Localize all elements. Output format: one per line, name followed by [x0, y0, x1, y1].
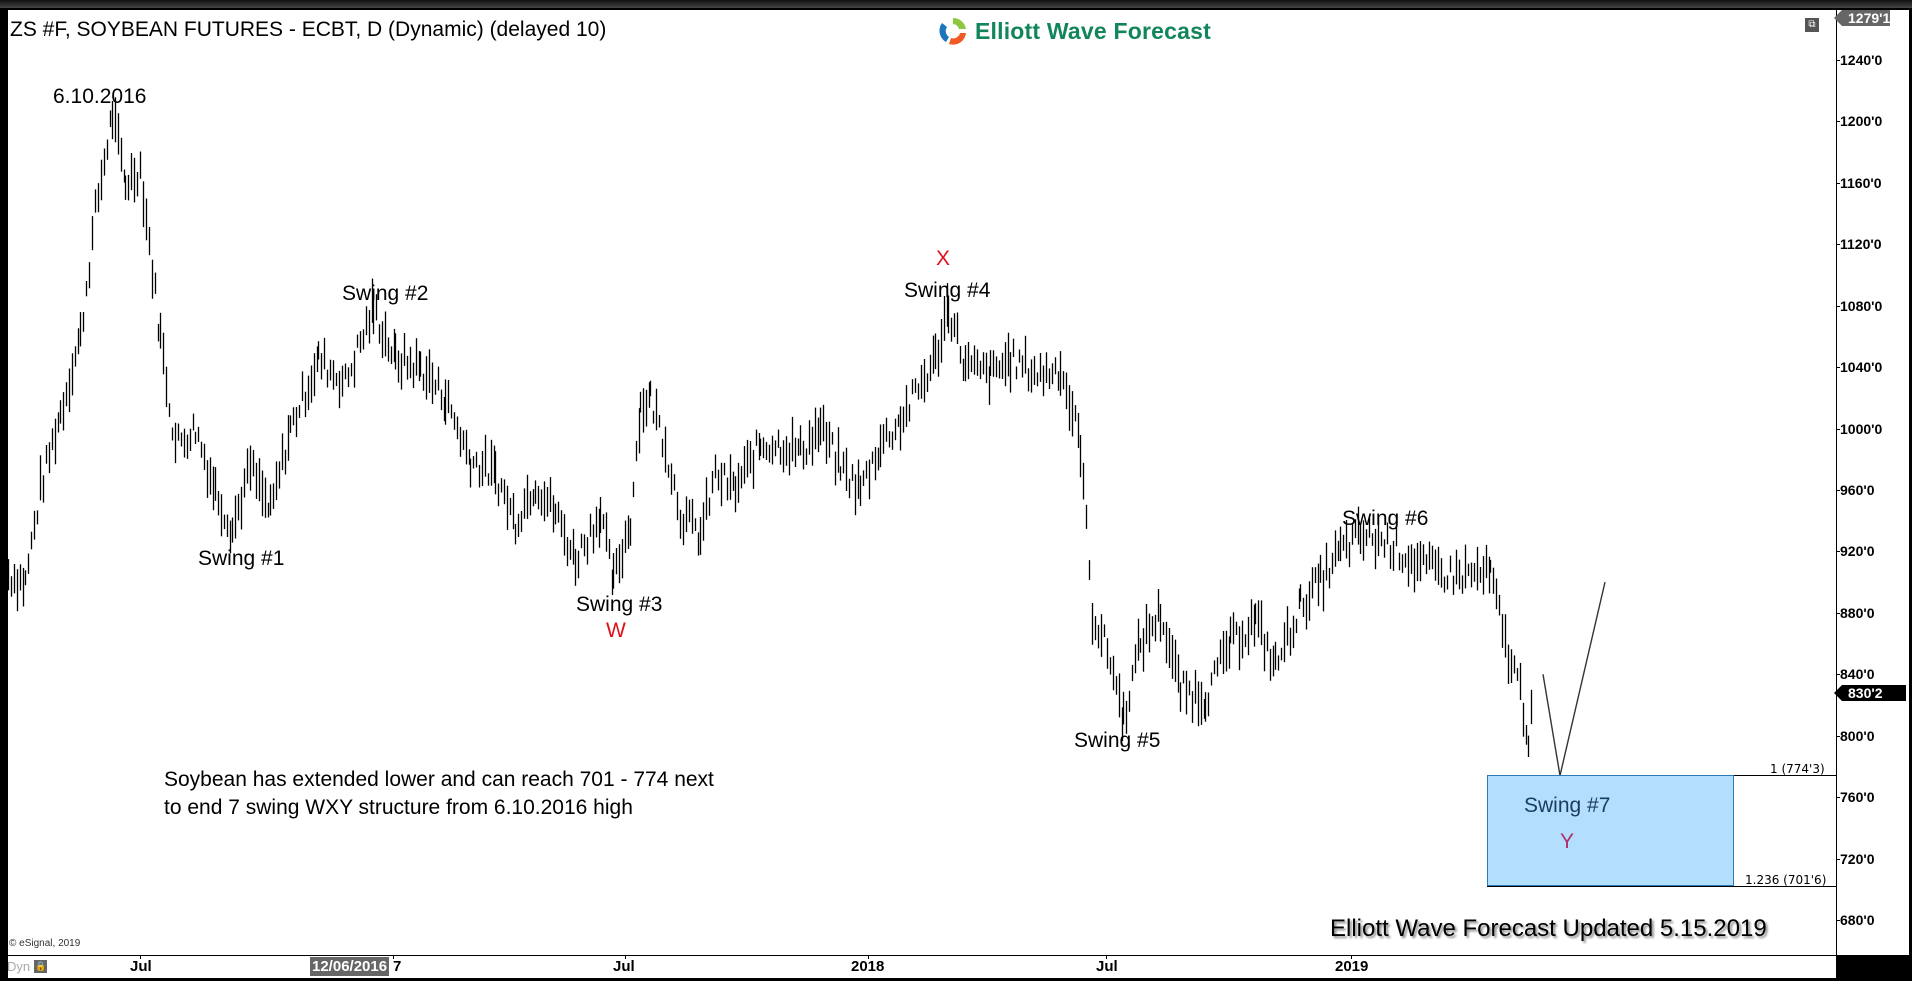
- price-tick-label: 800'0: [1840, 727, 1875, 744]
- price-tick-label: 960'0: [1840, 481, 1875, 498]
- price-tick-mark: [1836, 244, 1840, 246]
- price-tick-label: 1200'0: [1840, 113, 1883, 130]
- price-tick-mark: [1836, 182, 1840, 184]
- price-tick-label: 1240'0: [1840, 52, 1883, 68]
- projected-path-line: [1542, 581, 1606, 776]
- price-tick-label: 840'0: [1840, 666, 1875, 683]
- price-tick-label: 920'0: [1840, 543, 1875, 560]
- analysis-note-line-1: Soybean has extended lower and can reach…: [164, 768, 714, 791]
- price-tick-mark: [1836, 612, 1840, 614]
- price-tick-label: 880'0: [1840, 604, 1875, 621]
- price-tick-mark: [1836, 919, 1840, 921]
- wave-w-label: W: [606, 619, 626, 642]
- swing-3-label: Swing #3: [576, 593, 663, 616]
- peak-date-label: 6.10.2016: [53, 85, 147, 108]
- x-label-jul-2017: Jul: [613, 958, 635, 975]
- price-tick-label: 760'0: [1840, 789, 1875, 806]
- price-tick-mark: [1836, 121, 1840, 123]
- dynamic-toggle[interactable]: Dyn 🔒: [7, 959, 48, 974]
- logo-swirl-icon: [939, 17, 966, 45]
- price-axis[interactable]: [1836, 10, 1909, 955]
- price-tick-label: 1120'0: [1840, 236, 1882, 253]
- price-axis-max-tag: 1279'1: [1833, 10, 1891, 26]
- wave-x-label: X: [936, 247, 951, 270]
- swing-1-label: Swing #1: [198, 547, 285, 570]
- price-tick-label: 720'0: [1840, 850, 1875, 867]
- price-tick-mark: [1836, 428, 1840, 430]
- crosshair-date-label: 12/06/2016: [310, 957, 390, 976]
- x-label-jul-2018: Jul: [1096, 958, 1118, 975]
- price-tick-mark: [1836, 858, 1840, 860]
- x-label-2017: 7: [393, 958, 402, 975]
- copyright: © eSignal, 2019: [9, 938, 81, 949]
- x-tick: [625, 955, 626, 959]
- restore-window-icon[interactable]: ⧉: [1805, 18, 1819, 32]
- x-label-2019: 2019: [1335, 958, 1369, 975]
- analysis-note: Soybean has extended lower and can reach…: [164, 766, 714, 822]
- fib-level-1236-label: 1.236 (701'6): [1745, 873, 1827, 887]
- swing-4-label: Swing #4: [904, 279, 991, 302]
- chart-title: ZS #F, SOYBEAN FUTURES - ECBT, D (Dynami…: [10, 18, 607, 41]
- price-tick-mark: [1836, 367, 1840, 369]
- price-tick-mark: [1836, 305, 1840, 307]
- price-tick-mark: [1836, 797, 1840, 799]
- swing-2-label: Swing #2: [342, 282, 429, 305]
- wave-y-label: Y: [1560, 830, 1575, 853]
- x-tick: [393, 955, 394, 959]
- lock-icon[interactable]: 🔒: [34, 960, 48, 973]
- analysis-note-line-2: to end 7 swing WXY structure from 6.10.2…: [164, 796, 633, 819]
- swing-5-label: Swing #5: [1074, 729, 1161, 752]
- fib-level-1-label: 1 (774'3): [1770, 762, 1825, 776]
- swing-7-label: Swing #7: [1524, 794, 1611, 817]
- x-tick: [868, 955, 869, 959]
- window-top-bar: [0, 0, 1912, 8]
- x-label-jul-2016: Jul: [130, 958, 152, 975]
- max-price-value: 1279'1: [1848, 10, 1891, 26]
- x-tick: [1106, 955, 1107, 959]
- dyn-label: Dyn: [7, 959, 31, 974]
- price-tick-label: 1040'0: [1840, 359, 1883, 376]
- x-tick: [1351, 955, 1352, 959]
- logo-text: Elliott Wave Forecast: [975, 17, 1211, 44]
- fib-level-1-line: [1734, 775, 1836, 776]
- price-tick-mark: [1836, 489, 1840, 491]
- price-tick-mark: [1836, 735, 1840, 737]
- x-label-2018: 2018: [851, 958, 885, 975]
- price-tick-mark: [1836, 551, 1840, 553]
- price-tick-label: 1000'0: [1840, 420, 1883, 437]
- price-tick-mark: [1836, 60, 1840, 61]
- time-axis[interactable]: [8, 955, 1836, 978]
- fib-level-1236-line: [1487, 886, 1836, 887]
- price-tick-mark: [1836, 674, 1840, 676]
- price-tick-label: 680'0: [1840, 911, 1875, 928]
- last-price-value: 830'2: [1848, 685, 1883, 701]
- brand-logo: Elliott Wave Forecast: [937, 15, 1211, 47]
- swing-6-label: Swing #6: [1342, 507, 1429, 530]
- x-tick: [140, 955, 141, 959]
- last-price-tag: 830'2: [1834, 685, 1906, 701]
- target-zone-box[interactable]: [1487, 775, 1734, 886]
- updated-stamp: Elliott Wave Forecast Updated 5.15.2019: [1330, 915, 1767, 942]
- price-tick-label: 1160'0: [1840, 174, 1882, 191]
- price-tick-label: 1080'0: [1840, 297, 1883, 314]
